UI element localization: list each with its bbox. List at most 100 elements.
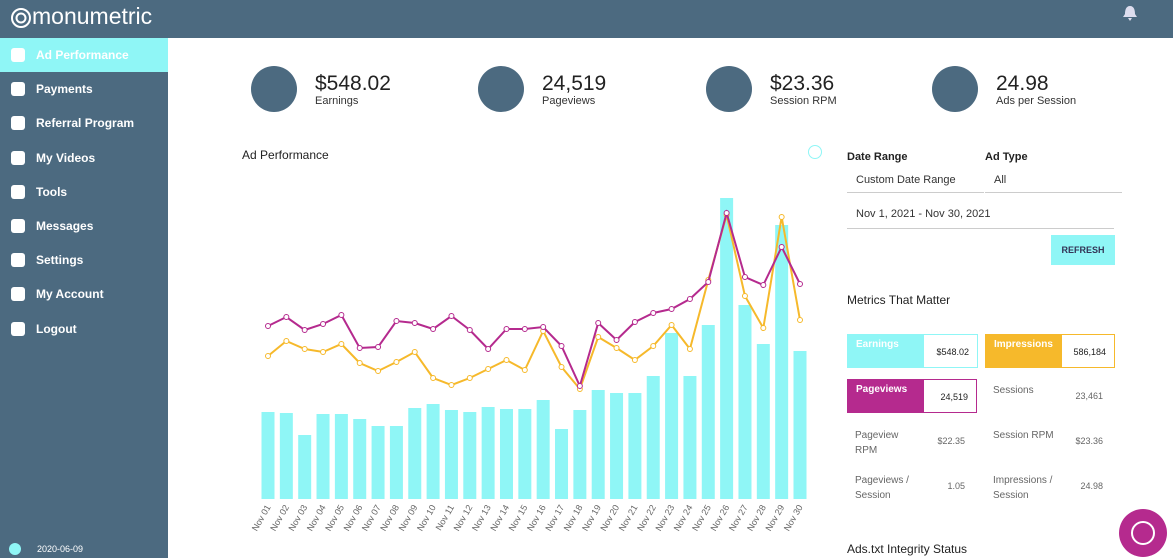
nav-icon <box>11 321 25 336</box>
point <box>521 367 528 373</box>
point <box>485 366 492 372</box>
nav-item[interactable]: Logout <box>0 312 168 346</box>
bar <box>279 413 293 499</box>
nav-icon <box>11 150 25 165</box>
point <box>778 214 785 220</box>
point <box>668 306 675 312</box>
point <box>741 293 748 299</box>
chart-title: Ad Performance <box>242 148 329 162</box>
point <box>760 325 767 331</box>
nav-item[interactable]: Ad Performance <box>0 38 168 72</box>
point <box>595 334 602 340</box>
nav-item[interactable]: My Videos <box>0 141 168 175</box>
nav-item[interactable]: Tools <box>0 175 168 209</box>
bell-icon[interactable] <box>1122 4 1138 22</box>
stat-value: $23.36 <box>770 72 835 95</box>
bar <box>665 333 679 499</box>
point <box>356 345 363 351</box>
nav-item[interactable]: Messages <box>0 209 168 243</box>
metric-label: Session RPM <box>993 430 1054 441</box>
point <box>558 343 565 349</box>
legend-tile[interactable]: Impressions 586,184 <box>985 334 1115 368</box>
logo: monumetric <box>32 3 153 29</box>
legend-tile[interactable]: Earnings $548.02 <box>847 334 978 368</box>
legend-label: Earnings <box>848 335 924 367</box>
bar <box>610 393 624 499</box>
point <box>448 382 455 388</box>
nav-item[interactable]: Settings <box>0 243 168 277</box>
point <box>283 314 290 320</box>
bar <box>353 419 367 499</box>
bar <box>389 426 403 499</box>
point <box>723 210 730 216</box>
nav-item[interactable]: My Account <box>0 277 168 311</box>
nav-item[interactable]: Payments <box>0 72 168 106</box>
bar <box>555 429 569 499</box>
metric: Pageview RPM $22.35 <box>847 424 975 458</box>
type-select[interactable]: All <box>985 168 1122 193</box>
point <box>320 349 327 355</box>
point <box>668 322 675 328</box>
line <box>267 209 801 389</box>
nav-item[interactable]: Referral Program <box>0 106 168 140</box>
bar <box>591 390 605 499</box>
metric-label: Sessions <box>993 385 1034 396</box>
point <box>686 296 693 302</box>
point <box>430 326 437 332</box>
point <box>778 244 785 250</box>
help-icon[interactable] <box>808 145 822 159</box>
point <box>760 282 767 288</box>
point <box>521 326 528 332</box>
stat-label: Ads per Session <box>996 95 1077 107</box>
point <box>650 343 657 349</box>
stat-label: Earnings <box>315 95 359 107</box>
point <box>613 337 620 343</box>
metric: Impressions / Session 24.98 <box>985 469 1113 503</box>
date-select[interactable]: Custom Date Range <box>847 168 984 193</box>
refresh-button[interactable]: REFRESH <box>1051 235 1115 265</box>
point <box>650 310 657 316</box>
legend-tile[interactable]: Pageviews 24,519 <box>847 379 977 413</box>
stat-icon <box>251 66 297 112</box>
bar <box>334 414 348 499</box>
legend-value: 586,184 <box>1073 347 1106 357</box>
stat-label: Session RPM <box>770 95 837 107</box>
nav-icon <box>11 253 25 268</box>
point <box>338 312 345 318</box>
metric: Session RPM $23.36 <box>985 424 1113 458</box>
bar <box>701 325 715 499</box>
point <box>540 324 547 330</box>
metric-value: $23.36 <box>1075 436 1103 446</box>
point <box>448 313 455 319</box>
bar <box>371 426 385 499</box>
date-label: Date Range <box>847 151 908 163</box>
metrics-title: Metrics That Matter <box>847 293 951 307</box>
metric-label: Pageviews / Session <box>855 475 909 501</box>
point <box>741 274 748 280</box>
point <box>375 368 382 374</box>
point <box>301 346 308 352</box>
point <box>338 341 345 347</box>
date-range[interactable]: Nov 1, 2021 - Nov 30, 2021 <box>847 200 1114 229</box>
nav-icon <box>11 48 25 62</box>
point <box>797 281 803 287</box>
metric-label: Impressions / Session <box>993 475 1053 501</box>
point <box>356 360 363 366</box>
stat-value: $548.02 <box>315 72 391 95</box>
point <box>283 338 290 344</box>
point <box>265 353 271 359</box>
bar <box>261 412 275 499</box>
point <box>393 318 400 324</box>
point <box>393 359 400 365</box>
bar <box>720 198 734 499</box>
stat-icon <box>706 66 752 112</box>
metric-value: 24.98 <box>1080 481 1103 491</box>
metric: Pageviews / Session 1.05 <box>847 469 975 503</box>
point <box>466 327 473 333</box>
legend-value: 24,519 <box>940 392 968 402</box>
point <box>631 357 638 363</box>
bar <box>426 404 440 499</box>
chat-button[interactable] <box>1119 509 1167 557</box>
bar <box>793 351 807 499</box>
